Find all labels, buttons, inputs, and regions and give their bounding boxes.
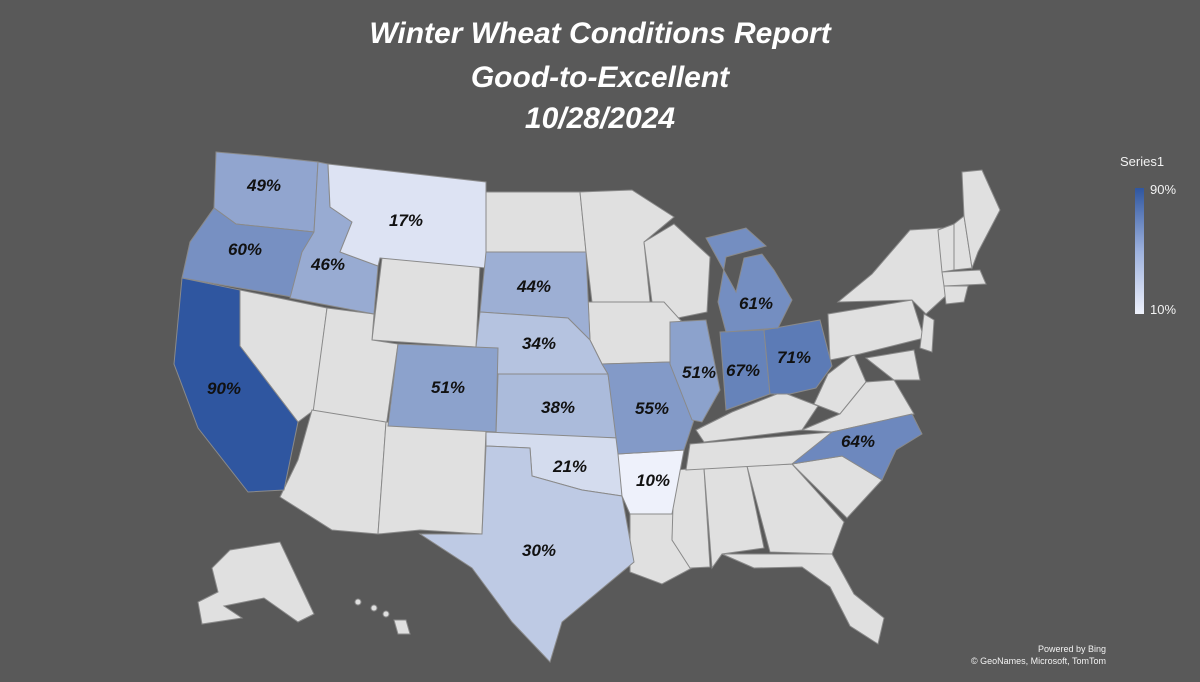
legend-min-label: 10%: [1150, 302, 1177, 317]
state-massachusetts: [941, 269, 987, 287]
state-new-jersey: [919, 313, 935, 353]
state-california: [173, 277, 299, 493]
data-states: [173, 151, 923, 663]
state-texas: [418, 445, 635, 663]
value-labels: 49% 60% 46% 17% 90% 44% 34% 51% 38% 21% …: [207, 176, 875, 560]
state-maryland: [864, 349, 921, 381]
value-label-north-carolina: 64%: [841, 432, 875, 451]
value-label-california: 90%: [207, 379, 241, 398]
state-new-york: [836, 227, 951, 315]
value-label-illinois: 51%: [682, 363, 716, 382]
legend-color-scale: [1135, 188, 1144, 314]
state-wyoming: [371, 257, 481, 348]
value-label-oregon: 60%: [228, 240, 262, 259]
legend-series-name: Series1: [1120, 154, 1165, 169]
state-montana: [327, 163, 487, 269]
value-label-ohio: 71%: [777, 348, 811, 367]
value-label-idaho: 46%: [310, 255, 345, 274]
state-connecticut: [943, 285, 969, 305]
attribution-sources: © GeoNames, Microsoft, TomTom: [971, 656, 1106, 666]
value-label-missouri: 55%: [635, 399, 669, 418]
chart-title: Winter Wheat Conditions Report: [369, 17, 831, 50]
state-florida: [721, 553, 885, 645]
attribution-powered-by: Powered by Bing: [1037, 644, 1106, 654]
chart-date: 10/28/2024: [524, 102, 676, 135]
no-data-states: [197, 169, 1001, 645]
value-label-montana: 17%: [389, 211, 423, 230]
value-label-kansas: 38%: [541, 398, 575, 417]
value-label-indiana: 67%: [726, 361, 760, 380]
value-label-texas: 30%: [522, 541, 556, 560]
state-hawaii: [354, 598, 411, 635]
state-illinois: [669, 319, 721, 423]
value-label-michigan: 61%: [739, 294, 773, 313]
chart-subtitle: Good-to-Excellent: [470, 61, 730, 94]
value-label-colorado: 51%: [431, 378, 465, 397]
state-minnesota: [579, 189, 675, 303]
value-label-washington: 49%: [246, 176, 281, 195]
state-north-carolina: [790, 413, 923, 481]
state-michigan: [705, 227, 793, 333]
state-new-mexico: [377, 421, 487, 535]
state-north-dakota: [485, 191, 587, 253]
state-pennsylvania: [827, 299, 925, 361]
value-label-nebraska: 34%: [522, 334, 556, 353]
state-alaska: [197, 541, 315, 625]
value-label-south-dakota: 44%: [516, 277, 551, 296]
state-maine: [961, 169, 1001, 270]
state-ohio: [763, 319, 833, 395]
value-label-arkansas: 10%: [636, 471, 670, 490]
legend-max-label: 90%: [1150, 182, 1177, 197]
value-label-oklahoma: 21%: [552, 457, 587, 476]
